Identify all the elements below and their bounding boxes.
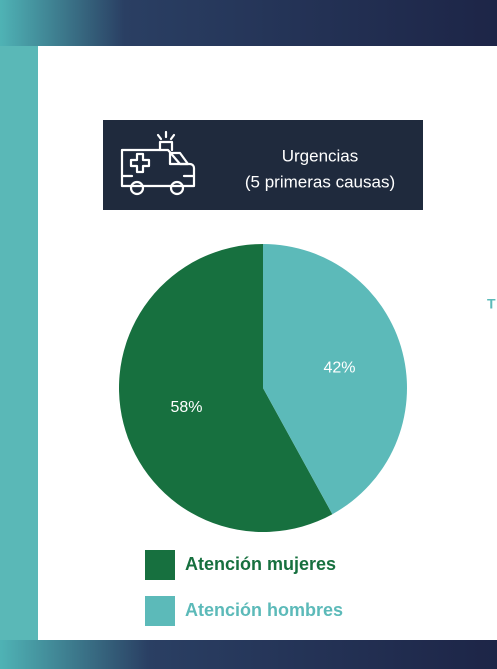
- legend-label: Atención mujeres: [185, 554, 336, 574]
- legend-swatch: [145, 550, 175, 580]
- pie-slice: [119, 244, 333, 532]
- header-subtitle: (5 primeras causas): [245, 172, 395, 191]
- top-band: [0, 0, 497, 46]
- slice-label: 42%: [324, 360, 356, 377]
- ambulance-icon: [120, 130, 196, 196]
- legend-label: Atención hombres: [185, 600, 343, 620]
- pie-slice: [263, 244, 408, 515]
- side-text: T: [487, 296, 496, 312]
- header-title: Urgencias: [282, 146, 359, 165]
- slice-label: 58%: [170, 399, 202, 416]
- legend-swatch: [145, 596, 175, 626]
- header-box: [103, 120, 423, 210]
- bottom-band: [0, 640, 497, 669]
